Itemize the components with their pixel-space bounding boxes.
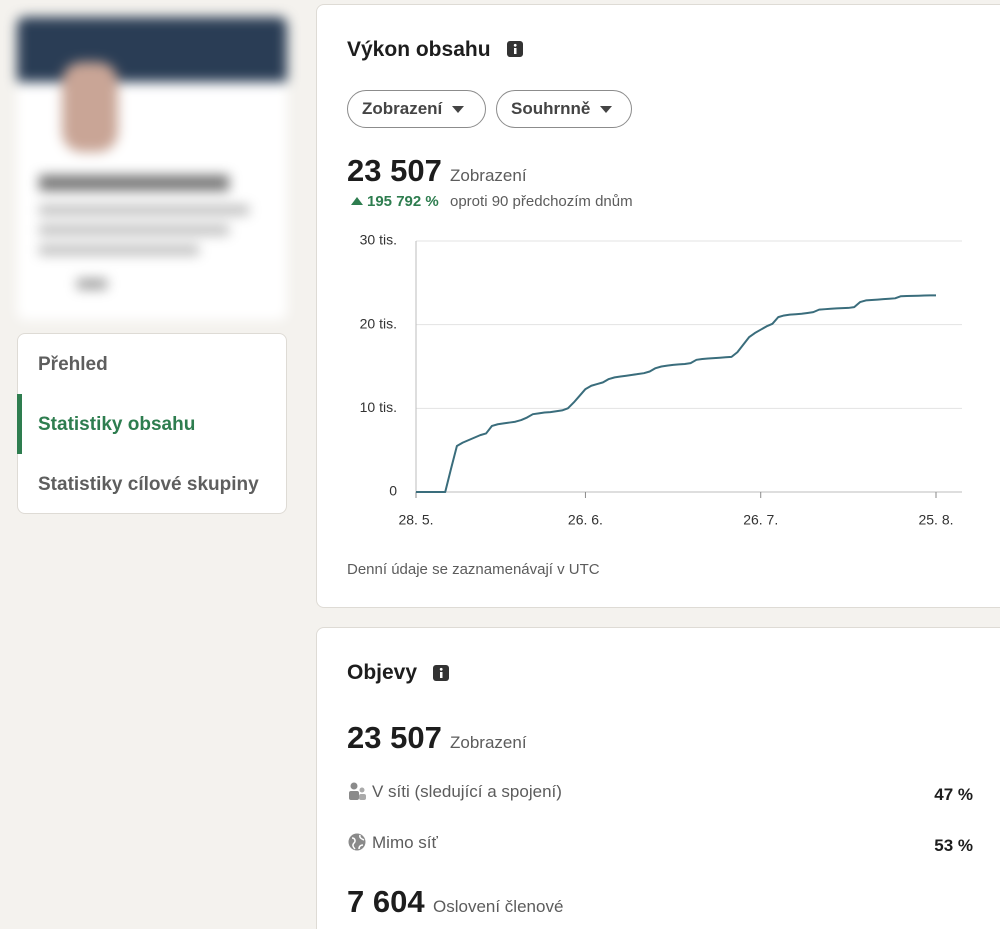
- caret: [600, 105, 613, 113]
- section-title: Objevy: [347, 661, 418, 684]
- y-tick-label: 30 tis.: [360, 232, 397, 248]
- x-tick-label: 26. 6.: [568, 512, 603, 528]
- y-tick-label: 20 tis.: [360, 315, 397, 331]
- profile-name: [39, 175, 229, 191]
- change-label: oproti 90 předchozím dnům: [450, 193, 633, 210]
- section-title: Výkon obsahu: [347, 38, 491, 61]
- profile-banner: [17, 17, 287, 82]
- change-value: 195 792 %: [367, 193, 439, 210]
- dropdown-label: Zobrazení: [362, 99, 443, 118]
- y-tick-label: 0: [389, 483, 397, 499]
- profile-photo: [62, 62, 118, 152]
- x-tick-label: 28. 5.: [398, 512, 433, 528]
- profile-line: [39, 225, 229, 235]
- profile-card: [17, 17, 287, 320]
- data-line: [416, 294, 937, 493]
- nav-item[interactable]: Statistiky cílové skupiny: [38, 474, 259, 495]
- nav-item[interactable]: Statistiky obsahu: [38, 414, 196, 435]
- dropdown[interactable]: Souhrnně: [496, 90, 632, 128]
- active-indicator: [17, 394, 22, 454]
- profile-stat: [77, 279, 107, 289]
- discovery-card: Objevy 23 507 Zobrazení V síti (sledujíc…: [316, 627, 1000, 929]
- nav-card: Přehled Statistiky obsahu Statistiky cíl…: [17, 333, 287, 514]
- dropdown[interactable]: Zobrazení: [347, 90, 486, 128]
- y-tick-label: 10 tis.: [360, 399, 397, 415]
- total-label: Zobrazení: [450, 166, 527, 185]
- total-value: 23 507: [347, 153, 442, 188]
- row-label: V síti (sledující a spojení): [372, 782, 562, 801]
- people-icon: [349, 782, 366, 800]
- x-tick-label: 26. 7.: [743, 512, 778, 528]
- performance-card: Výkon obsahu Zobrazení Souhrnně 23 507 Z…: [316, 4, 1000, 608]
- total-label: Zobrazení: [450, 733, 527, 752]
- footnote: Denní údaje se zaznamenávají v UTC: [347, 561, 600, 578]
- nav-item[interactable]: Přehled: [38, 354, 108, 375]
- row-value: 53 %: [934, 836, 973, 855]
- caret: [452, 105, 465, 113]
- total-value: 23 507: [347, 720, 442, 755]
- info-icon[interactable]: [507, 41, 523, 57]
- row-label: Mimo síť: [372, 833, 438, 852]
- globe-icon: [348, 833, 366, 851]
- chart: 0 10 tis. 20 tis. 30 tis. 28. 5. 26. 6. 26. 7.…: [360, 232, 962, 528]
- profile-line: [39, 205, 249, 215]
- info-icon[interactable]: [433, 665, 449, 681]
- up-arrow: [351, 197, 363, 205]
- x-tick-label: 25. 8.: [918, 512, 953, 528]
- row-value: 47 %: [934, 785, 973, 804]
- reach-value: 7 604: [347, 884, 425, 919]
- reach-label: Oslovení členové: [433, 897, 564, 916]
- dropdown-label: Souhrnně: [511, 99, 591, 118]
- profile-line: [39, 245, 199, 255]
